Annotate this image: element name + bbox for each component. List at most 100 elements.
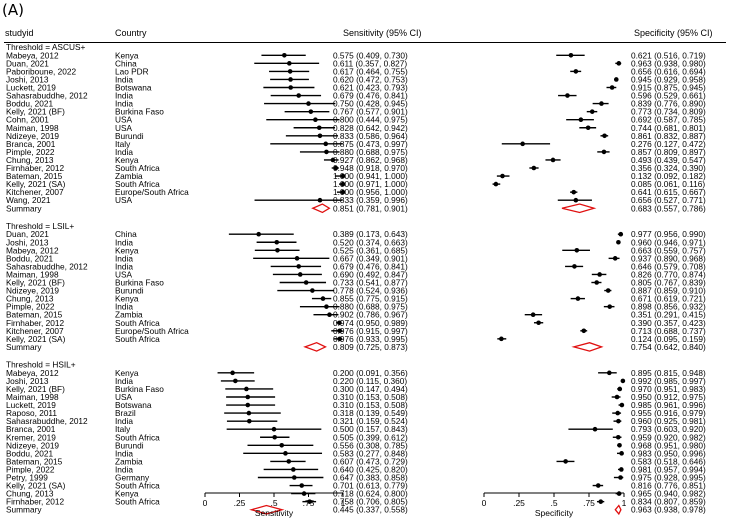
sens-value-label: 0.617 (0.464, 0.755) xyxy=(333,66,408,76)
sens-point xyxy=(340,173,346,179)
spec-value-label: 0.895 (0.815, 0.948) xyxy=(631,368,706,378)
study-label: Boddu, 2021 xyxy=(6,448,53,458)
spec-point xyxy=(619,402,625,408)
sens-value-label: 0.607 (0.473, 0.729) xyxy=(333,456,408,466)
sens-value-label: 0.647 (0.383, 0.858) xyxy=(333,473,408,483)
spec-point xyxy=(592,426,598,432)
spec-point xyxy=(499,336,504,342)
spec-summary-value: 0.963 (0.938, 0.978) xyxy=(631,505,706,515)
spec-value-label: 0.898 (0.856, 0.932) xyxy=(631,302,706,312)
country-label: Italy xyxy=(115,139,131,149)
sens-value-label: 0.833 (0.586, 0.964) xyxy=(333,131,408,141)
spec-value-label: 0.834 (0.807, 0.859) xyxy=(631,497,706,507)
spec-value-label: 0.826 (0.770, 0.874) xyxy=(631,269,706,279)
spec-point xyxy=(602,133,607,139)
study-label: Pimple, 2022 xyxy=(6,302,55,312)
sens-summary-diamond xyxy=(303,341,327,352)
sens-value-label: 0.500 (0.157, 0.843) xyxy=(333,424,408,434)
study-label: Bateman, 2015 xyxy=(6,171,63,181)
study-label: Pimple, 2022 xyxy=(6,147,55,157)
spec-value-label: 0.356 (0.324, 0.390) xyxy=(631,163,706,173)
country-label: Germany xyxy=(115,473,150,483)
study-label: Branca, 2001 xyxy=(6,424,56,434)
spec-value-label: 0.816 (0.776, 0.851) xyxy=(631,481,706,491)
spec-value-label: 0.596 (0.529, 0.661) xyxy=(631,91,706,101)
sens-value-label: 0.310 (0.153, 0.508) xyxy=(333,400,408,410)
spec-point xyxy=(595,483,601,488)
sens-x-tick-label: 0 xyxy=(203,498,208,508)
spec-value-label: 0.276 (0.127, 0.472) xyxy=(631,139,706,149)
spec-value-label: 0.621 (0.516, 0.719) xyxy=(631,50,706,60)
spec-point xyxy=(598,499,604,504)
country-label: India xyxy=(115,91,133,101)
spec-point xyxy=(571,189,577,195)
spec-value-label: 0.805 (0.767, 0.839) xyxy=(631,278,706,288)
study-label: Mabeya, 2012 xyxy=(6,50,59,60)
country-label: USA xyxy=(115,123,133,133)
sens-point xyxy=(245,394,251,400)
sens-value-label: 1.000 (0.941, 1.000) xyxy=(333,171,408,181)
country-label: South Africa xyxy=(115,318,160,328)
spec-summary-value: 0.754 (0.642, 0.840) xyxy=(631,342,706,352)
sens-point xyxy=(307,499,312,504)
spec-point xyxy=(578,117,584,122)
summary-label: Summary xyxy=(6,505,42,515)
sens-point xyxy=(317,133,323,139)
spec-value-label: 0.085 (0.061, 0.116) xyxy=(631,179,705,189)
sens-value-label: 0.389 (0.173, 0.643) xyxy=(333,229,408,239)
sens-value-label: 0.733 (0.541, 0.877) xyxy=(333,278,408,288)
sens-point xyxy=(308,109,314,114)
sens-point xyxy=(297,272,303,277)
sens-value-label: 0.976 (0.915, 0.997) xyxy=(333,326,408,336)
sens-value-label: 0.200 (0.091, 0.356) xyxy=(333,368,408,378)
sens-value-label: 0.880 (0.688, 0.975) xyxy=(333,302,408,312)
country-label: Burkina Faso xyxy=(115,278,164,288)
spec-value-label: 0.663 (0.559, 0.757) xyxy=(631,245,706,255)
spec-value-label: 0.959 (0.920, 0.982) xyxy=(631,432,706,442)
sens-value-label: 0.902 (0.786, 0.967) xyxy=(333,310,408,320)
spec-point xyxy=(550,157,556,163)
country-label: Kenya xyxy=(115,294,139,304)
spec-point xyxy=(607,304,613,309)
spec-value-label: 0.887 (0.859, 0.910) xyxy=(631,286,706,296)
spec-point xyxy=(599,101,604,106)
study-label: Firnhaber, 2012 xyxy=(6,318,65,328)
spec-point xyxy=(574,248,580,253)
sens-point xyxy=(310,288,315,293)
country-label: Kenya xyxy=(115,489,139,499)
sens-point xyxy=(282,53,287,58)
group-title: Threshold = HSIL+ xyxy=(6,360,76,370)
summary-label: Summary xyxy=(6,203,42,213)
country-label: USA xyxy=(115,195,133,205)
sens-summary-value: 0.809 (0.725, 0.873) xyxy=(333,342,408,352)
spec-point xyxy=(617,443,622,448)
sens-value-label: 0.525 (0.361, 0.685) xyxy=(333,245,408,255)
study-label: Sahasrabuddhe, 2012 xyxy=(6,416,88,426)
spec-value-label: 0.132 (0.092, 0.182) xyxy=(631,171,706,181)
header-country: Country xyxy=(115,28,147,38)
spec-x-axis-label: Specificity xyxy=(535,508,574,518)
sens-value-label: 0.828 (0.642, 0.942) xyxy=(333,123,408,133)
sens-point xyxy=(230,370,235,376)
spec-value-label: 0.981 (0.957, 0.994) xyxy=(631,464,706,474)
country-label: Burundi xyxy=(115,286,144,296)
spec-x-tick-label: 0 xyxy=(482,498,487,508)
sens-value-label: 0.318 (0.139, 0.549) xyxy=(333,408,408,418)
spec-value-label: 0.692 (0.587, 0.785) xyxy=(631,115,706,125)
sens-point xyxy=(313,117,318,122)
header-sensitivity: Sensitivity (95% CI) xyxy=(343,28,422,38)
sens-point xyxy=(317,197,323,203)
country-label: Lao PDR xyxy=(115,66,149,76)
country-label: Burundi xyxy=(115,131,144,141)
study-label: Joshi, 2013 xyxy=(6,74,49,84)
sens-point xyxy=(233,378,238,384)
spec-point xyxy=(619,467,624,472)
country-label: Europe/South Africa xyxy=(115,187,189,197)
spec-value-label: 0.965 (0.940, 0.982) xyxy=(631,489,706,499)
country-label: Burkina Faso xyxy=(115,384,164,394)
spec-point xyxy=(573,69,579,74)
sens-value-label: 0.701 (0.613, 0.779) xyxy=(333,481,408,491)
panel-label: (A) xyxy=(2,1,24,19)
